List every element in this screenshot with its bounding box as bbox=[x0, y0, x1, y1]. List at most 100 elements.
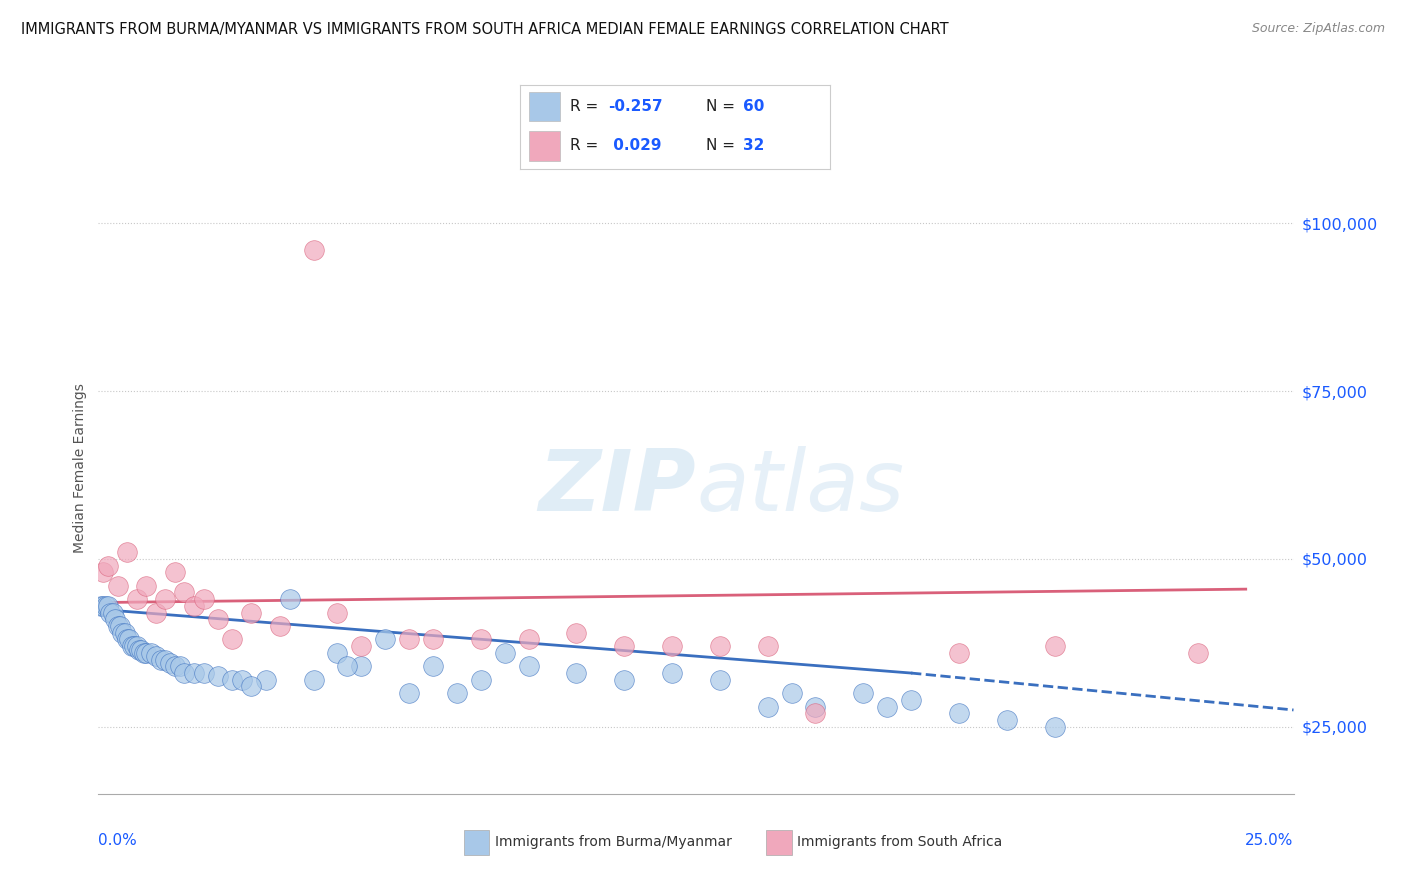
Point bbox=[661, 639, 683, 653]
Point bbox=[125, 592, 148, 607]
Point bbox=[470, 632, 492, 647]
Text: Immigrants from South Africa: Immigrants from South Africa bbox=[797, 835, 1002, 849]
Text: Source: ZipAtlas.com: Source: ZipAtlas.com bbox=[1251, 22, 1385, 36]
Point bbox=[804, 706, 827, 721]
Point bbox=[269, 619, 291, 633]
Point bbox=[1187, 646, 1209, 660]
Point bbox=[91, 599, 114, 613]
Point bbox=[163, 659, 186, 673]
Point bbox=[108, 619, 131, 633]
Point bbox=[124, 639, 146, 653]
Point bbox=[756, 639, 779, 653]
Point bbox=[121, 639, 143, 653]
Point bbox=[240, 680, 263, 694]
Point bbox=[517, 632, 540, 647]
Point bbox=[128, 642, 150, 657]
Text: 25.0%: 25.0% bbox=[1246, 833, 1294, 848]
Point bbox=[173, 585, 195, 599]
Point bbox=[91, 566, 114, 580]
Point bbox=[183, 599, 205, 613]
Point bbox=[169, 659, 191, 673]
Point bbox=[876, 699, 898, 714]
Point bbox=[517, 659, 540, 673]
Point bbox=[852, 686, 875, 700]
Text: -0.257: -0.257 bbox=[609, 99, 664, 114]
Point bbox=[661, 666, 683, 681]
Point bbox=[135, 579, 157, 593]
Point bbox=[207, 669, 229, 683]
Point bbox=[278, 592, 301, 607]
Point bbox=[350, 639, 373, 653]
Point bbox=[135, 646, 157, 660]
Bar bbox=[530, 131, 561, 161]
Point bbox=[422, 632, 444, 647]
Point bbox=[900, 693, 922, 707]
Point bbox=[240, 606, 263, 620]
Point bbox=[804, 699, 827, 714]
Point bbox=[995, 713, 1018, 727]
Point bbox=[948, 646, 970, 660]
Point bbox=[132, 646, 155, 660]
Point bbox=[90, 599, 112, 613]
Point bbox=[97, 558, 120, 573]
Point bbox=[565, 666, 588, 681]
Point bbox=[1043, 720, 1066, 734]
Point bbox=[613, 673, 636, 687]
Point bbox=[494, 646, 516, 660]
Point bbox=[139, 646, 162, 660]
Point bbox=[1043, 639, 1066, 653]
Point bbox=[114, 625, 136, 640]
Point bbox=[302, 243, 325, 257]
Text: IMMIGRANTS FROM BURMA/MYANMAR VS IMMIGRANTS FROM SOUTH AFRICA MEDIAN FEMALE EARN: IMMIGRANTS FROM BURMA/MYANMAR VS IMMIGRA… bbox=[21, 22, 949, 37]
Point bbox=[470, 673, 492, 687]
Point bbox=[173, 666, 195, 681]
Point bbox=[145, 606, 167, 620]
Point bbox=[398, 686, 420, 700]
Text: R =: R = bbox=[569, 138, 603, 153]
Point bbox=[163, 566, 186, 580]
Point bbox=[326, 606, 349, 620]
Point bbox=[613, 639, 636, 653]
Point bbox=[326, 646, 349, 660]
Bar bbox=[530, 92, 561, 121]
Point bbox=[565, 625, 588, 640]
Point bbox=[422, 659, 444, 673]
Text: 32: 32 bbox=[742, 138, 765, 153]
Point bbox=[336, 659, 359, 673]
Text: N =: N = bbox=[706, 99, 740, 114]
Point bbox=[374, 632, 396, 647]
Point bbox=[780, 686, 803, 700]
Text: atlas: atlas bbox=[696, 446, 904, 529]
Point bbox=[709, 639, 731, 653]
Point bbox=[159, 656, 181, 670]
Point bbox=[115, 545, 138, 559]
Text: ZIP: ZIP bbox=[538, 446, 696, 529]
Point bbox=[145, 649, 167, 664]
Point bbox=[94, 599, 117, 613]
Point bbox=[149, 652, 172, 666]
Point bbox=[756, 699, 779, 714]
Text: N =: N = bbox=[706, 138, 740, 153]
Point bbox=[104, 612, 127, 626]
Text: 0.0%: 0.0% bbox=[98, 833, 138, 848]
Point bbox=[302, 673, 325, 687]
Point bbox=[398, 632, 420, 647]
Point bbox=[125, 639, 148, 653]
Text: 60: 60 bbox=[742, 99, 765, 114]
Text: 0.029: 0.029 bbox=[609, 138, 662, 153]
Point bbox=[111, 625, 134, 640]
Point bbox=[115, 632, 138, 647]
Text: Immigrants from Burma/Myanmar: Immigrants from Burma/Myanmar bbox=[495, 835, 731, 849]
Point bbox=[193, 666, 215, 681]
Y-axis label: Median Female Earnings: Median Female Earnings bbox=[73, 384, 87, 553]
Point bbox=[97, 599, 120, 613]
Point bbox=[98, 606, 122, 620]
Point bbox=[107, 579, 129, 593]
Point bbox=[107, 619, 129, 633]
Point bbox=[948, 706, 970, 721]
Point bbox=[155, 652, 177, 666]
Point bbox=[350, 659, 373, 673]
Point bbox=[709, 673, 731, 687]
Point bbox=[193, 592, 215, 607]
Point bbox=[118, 632, 141, 647]
